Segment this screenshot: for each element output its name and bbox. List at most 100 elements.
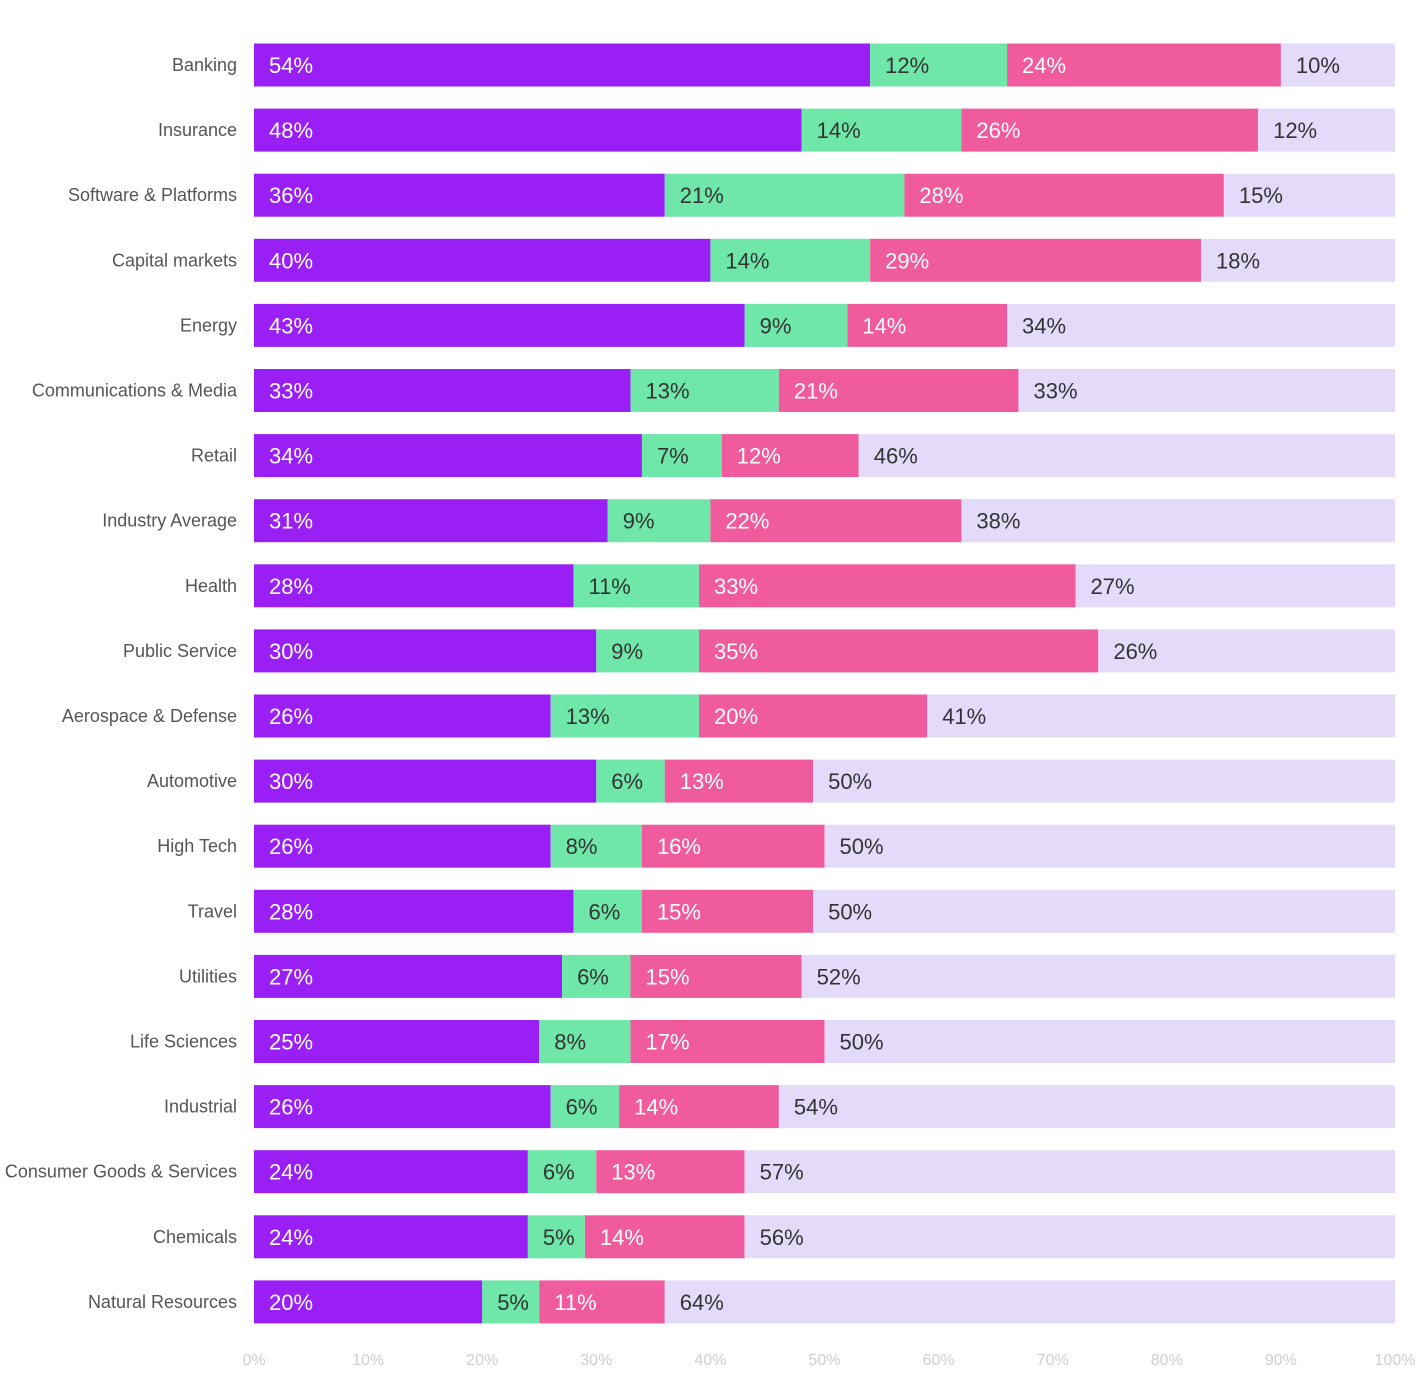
- bar-row: 34% 7% 12% 46%: [254, 434, 1395, 478]
- bar-row: 20% 5% 11% 64%: [254, 1280, 1395, 1324]
- category-label: Aerospace & Defense: [62, 706, 237, 726]
- data-label: 26%: [976, 118, 1020, 143]
- data-label: 33%: [269, 379, 313, 404]
- data-label: 43%: [269, 313, 313, 338]
- category-label: Travel: [188, 901, 237, 921]
- data-label: 6%: [611, 769, 643, 794]
- bar-segment: [562, 954, 631, 998]
- bar-row: 26% 13% 20% 41%: [254, 694, 1395, 738]
- data-label: 26%: [269, 704, 313, 729]
- bar-segment: [596, 759, 665, 803]
- x-tick-label: 60%: [923, 1352, 955, 1369]
- data-label: 22%: [725, 509, 769, 534]
- data-label: 54%: [269, 53, 313, 78]
- data-label: 5%: [543, 1225, 575, 1250]
- category-labels: Banking Insurance Software & Platforms Capi…: [5, 55, 238, 1312]
- bar-segment: [254, 1020, 540, 1063]
- data-label: 52%: [817, 964, 861, 989]
- bar-segment: [550, 1085, 620, 1129]
- bar-segment: [1201, 238, 1395, 282]
- data-label: 28%: [919, 183, 963, 208]
- data-label: 17%: [646, 1030, 690, 1055]
- data-label: 27%: [1091, 574, 1135, 599]
- data-label: 28%: [269, 574, 313, 599]
- bar-segment: [254, 303, 745, 347]
- bar-segment: [801, 108, 962, 152]
- bar-row: 54% 12% 24% 10%: [254, 43, 1395, 87]
- bar-segment: [1007, 303, 1395, 347]
- bar-segment: [641, 824, 825, 868]
- data-label: 57%: [760, 1160, 804, 1185]
- bar-segment: [904, 173, 1224, 217]
- bar-row: 30% 6% 13% 50%: [254, 759, 1395, 803]
- bar-segment: [254, 1280, 483, 1324]
- x-tick-label: 80%: [1151, 1352, 1183, 1369]
- x-tick-label: 50%: [808, 1352, 840, 1369]
- bar-segment: [927, 694, 1395, 738]
- bars-layer: 54% 12% 24% 10% 48% 14% 26% 12% 36% 21% 28% 15% 40% 1…: [254, 43, 1395, 1324]
- data-label: 7%: [657, 444, 689, 469]
- bar-row: 48% 14% 26% 12%: [254, 108, 1395, 152]
- data-label: 35%: [714, 639, 758, 664]
- x-axis-ticks: 0% 10% 20% 30% 40% 50% 60% 70% 80% 90% 100%: [242, 1352, 1415, 1369]
- category-label: Communications & Media: [32, 381, 238, 401]
- bar-segment: [584, 1215, 745, 1259]
- data-label: 56%: [760, 1225, 804, 1250]
- data-label: 13%: [646, 379, 690, 404]
- data-label: 28%: [269, 899, 313, 924]
- category-label: Utilities: [179, 966, 237, 986]
- bar-segment: [698, 564, 1076, 608]
- data-label: 14%: [600, 1225, 644, 1250]
- bar-segment: [254, 694, 551, 738]
- x-tick-label: 30%: [580, 1352, 612, 1369]
- bar-segment: [778, 1085, 1395, 1129]
- bar-segment: [630, 954, 802, 998]
- data-label: 6%: [543, 1160, 575, 1185]
- bar-segment: [801, 954, 1395, 998]
- data-label: 6%: [577, 964, 609, 989]
- data-label: 18%: [1216, 248, 1260, 273]
- bar-segment: [630, 1020, 825, 1063]
- data-label: 9%: [623, 509, 655, 534]
- bar-segment: [527, 1150, 597, 1194]
- data-label: 16%: [657, 834, 701, 859]
- bar-segment: [254, 629, 597, 673]
- category-label: Automotive: [147, 771, 237, 791]
- data-label: 27%: [269, 964, 313, 989]
- bar-segment: [641, 889, 814, 933]
- data-label: 54%: [794, 1095, 838, 1120]
- data-label: 50%: [840, 1030, 884, 1055]
- bar-segment: [721, 434, 859, 478]
- bar-segment: [254, 564, 574, 608]
- x-tick-label: 90%: [1265, 1352, 1297, 1369]
- data-label: 12%: [885, 53, 929, 78]
- bar-segment: [550, 824, 642, 868]
- category-label: Energy: [180, 315, 237, 335]
- bar-segment: [870, 43, 1008, 87]
- data-label: 30%: [269, 769, 313, 794]
- bar-segment: [573, 564, 699, 608]
- bar-segment: [539, 1020, 631, 1063]
- bar-segment: [961, 499, 1395, 543]
- x-tick-label: 100%: [1375, 1352, 1416, 1369]
- data-label: 24%: [269, 1160, 313, 1185]
- bar-segment: [744, 1150, 1395, 1194]
- data-label: 14%: [634, 1095, 678, 1120]
- bar-segment: [254, 238, 711, 282]
- bar-segment: [1075, 564, 1395, 608]
- bar-segment: [744, 303, 848, 347]
- data-label: 48%: [269, 118, 313, 143]
- bar-segment: [710, 499, 962, 543]
- bar-segment: [824, 824, 1395, 868]
- bar-segment: [254, 369, 631, 412]
- category-label: Life Sciences: [130, 1032, 237, 1052]
- bar-segment: [573, 889, 642, 933]
- bar-segment: [254, 499, 608, 543]
- data-label: 15%: [657, 899, 701, 924]
- data-label: 11%: [554, 1290, 596, 1315]
- bar-segment: [1280, 43, 1395, 87]
- data-label: 6%: [588, 899, 620, 924]
- bar-segment: [254, 824, 551, 868]
- data-label: 13%: [566, 704, 610, 729]
